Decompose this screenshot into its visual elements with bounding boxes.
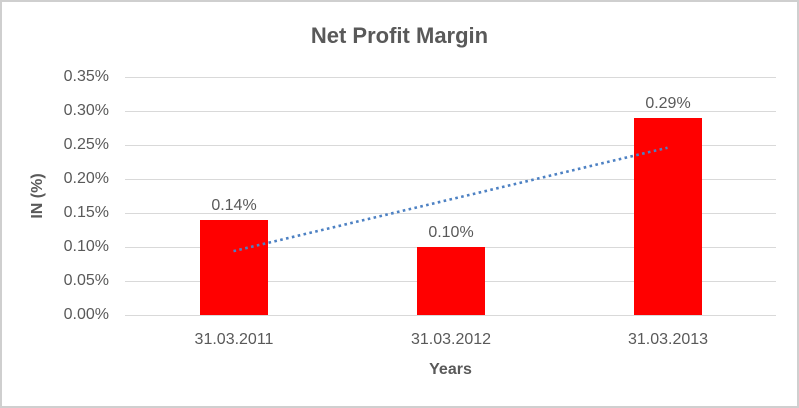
x-category-label: 31.03.2012 [410, 331, 492, 348]
y-tick-label: 0.00% [63, 306, 109, 323]
data-label: 0.14% [211, 197, 257, 214]
gridline [125, 77, 776, 78]
data-label: 0.10% [428, 224, 474, 241]
gridline [125, 145, 776, 146]
y-tick-label: 0.35% [63, 68, 109, 85]
gridline [125, 111, 776, 112]
data-label: 0.29% [645, 95, 691, 112]
chart-title: Net Profit Margin [310, 23, 489, 48]
y-tick-label: 0.10% [63, 238, 109, 255]
y-tick-label: 0.05% [63, 272, 109, 289]
y-tick-label: 0.30% [63, 102, 109, 119]
y-tick-label: 0.25% [63, 136, 109, 153]
x-axis-title: Years [429, 361, 472, 378]
bar-31.03.2011 [200, 220, 268, 315]
x-category-label: 31.03.2011 [194, 331, 274, 348]
y-tick-label: 0.15% [63, 204, 109, 221]
gridline [125, 315, 776, 316]
bar-31.03.2013 [634, 118, 702, 315]
bar-31.03.2012 [417, 247, 485, 315]
x-category-label: 31.03.2013 [627, 331, 709, 348]
y-tick-label: 0.20% [63, 170, 109, 187]
